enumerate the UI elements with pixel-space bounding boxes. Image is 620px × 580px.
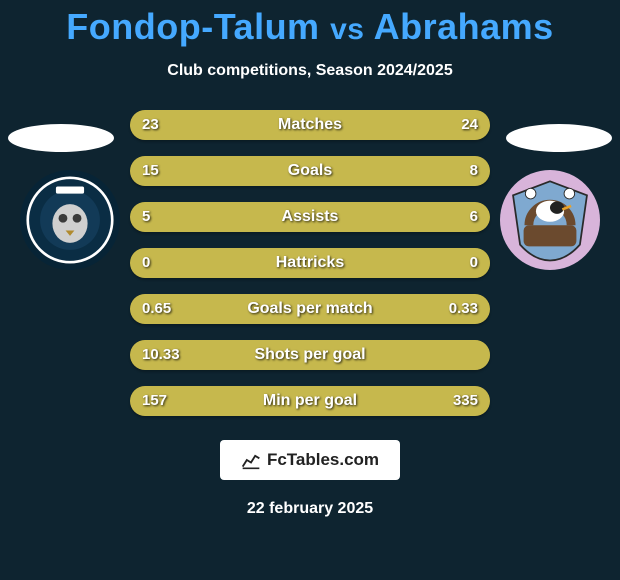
stat-label: Shots per goal (130, 340, 490, 370)
stat-label: Goals per match (130, 294, 490, 324)
stat-row: 10.33Shots per goal (130, 340, 490, 370)
brand-logo: FcTables.com (220, 440, 400, 480)
page-title: Fondop-Talum vs Abrahams (0, 0, 620, 48)
club-badge-right (500, 170, 600, 270)
brand-text: FcTables.com (267, 450, 379, 470)
vs-label: vs (330, 13, 364, 46)
flag-right-ellipse (506, 124, 612, 152)
flag-left-ellipse (8, 124, 114, 152)
stat-row: 56Assists (130, 202, 490, 232)
stat-label: Assists (130, 202, 490, 232)
stat-bars: 2324Matches 158Goals 56Assists 00Hattricks 0… (130, 110, 490, 416)
stat-row: 00Hattricks (130, 248, 490, 278)
stat-label: Goals (130, 156, 490, 186)
club-crest-right-icon (506, 176, 594, 264)
player1-name: Fondop-Talum (66, 6, 319, 47)
player2-name: Abrahams (374, 6, 554, 47)
date-label: 22 february 2025 (0, 500, 620, 518)
stat-row: 158Goals (130, 156, 490, 186)
stat-label: Min per goal (130, 386, 490, 416)
stat-row: 157335Min per goal (130, 386, 490, 416)
stat-label: Matches (130, 110, 490, 140)
chart-icon (241, 450, 261, 470)
club-crest-left-icon (26, 176, 114, 264)
club-badge-left (20, 170, 120, 270)
stat-row: 2324Matches (130, 110, 490, 140)
stat-label: Hattricks (130, 248, 490, 278)
subtitle: Club competitions, Season 2024/2025 (0, 62, 620, 80)
stat-row: 0.650.33Goals per match (130, 294, 490, 324)
